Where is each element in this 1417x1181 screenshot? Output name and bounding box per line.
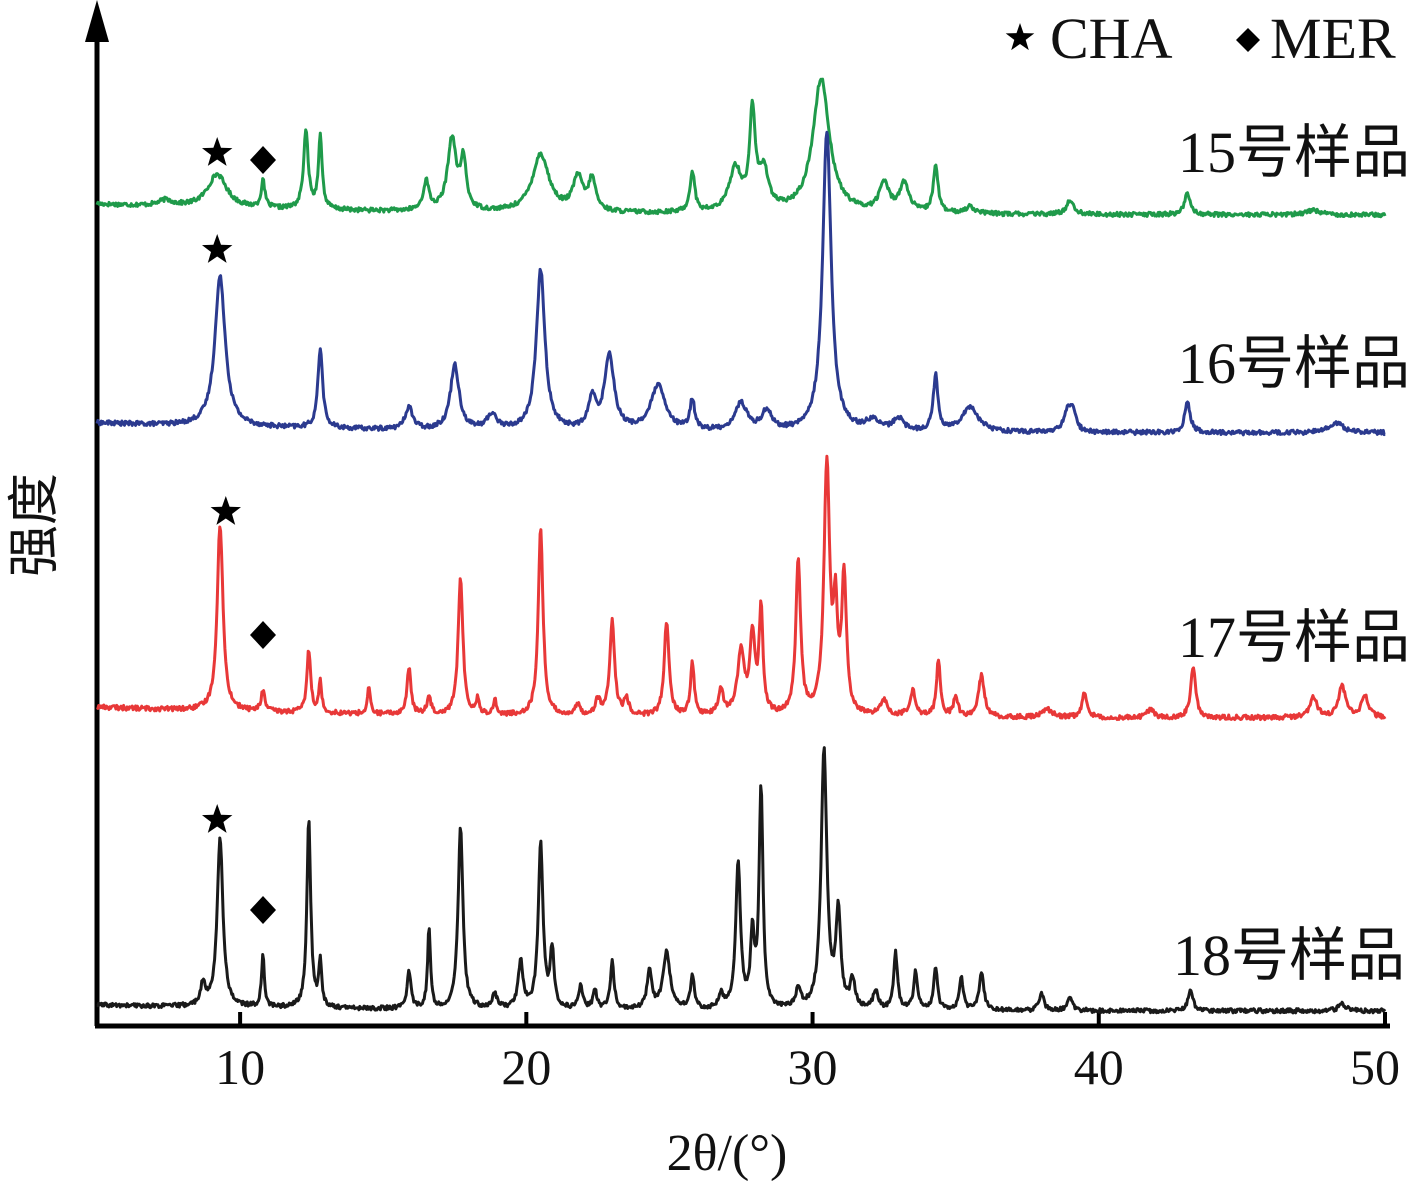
legend-diamond-icon [1236,28,1260,52]
x-ticks: 10 20 30 40 50 [215,1012,1400,1095]
x-axis-label: 2θ/(°) [667,1125,788,1181]
cha-star-marker [202,234,233,263]
peak-markers [202,137,277,924]
series-label-16: 16号样品 [1178,331,1410,396]
series-label-17: 17号样品 [1178,605,1410,670]
legend-star-icon [1005,23,1035,51]
y-axis-label: 强度 [7,473,64,577]
mer-diamond-marker [250,621,277,649]
series-line-17 [96,454,1387,722]
series-label-18: 18号样品 [1173,923,1405,988]
x-tick-label: 40 [1074,1039,1124,1095]
series-group [95,77,1387,1015]
cha-star-marker [202,804,233,833]
legend: CHA MER [1005,6,1396,71]
series-line-16 [95,130,1386,437]
series-labels: 15号样品 16号样品 17号样品 18号样品 [1173,120,1410,988]
series-line-18 [96,746,1387,1015]
cha-star-marker [210,496,241,525]
legend-label-mer: MER [1270,6,1396,71]
legend-label-cha: CHA [1050,6,1173,71]
x-tick-label: 50 [1350,1039,1400,1095]
x-tick-label: 20 [501,1039,551,1095]
x-tick-label: 30 [788,1039,838,1095]
y-axis-arrow [85,0,109,42]
series-line-15 [95,77,1387,219]
cha-star-marker [202,137,233,166]
mer-diamond-marker [250,896,277,924]
x-tick-label: 10 [215,1039,265,1095]
series-label-15: 15号样品 [1178,120,1410,185]
mer-diamond-marker [250,146,277,174]
